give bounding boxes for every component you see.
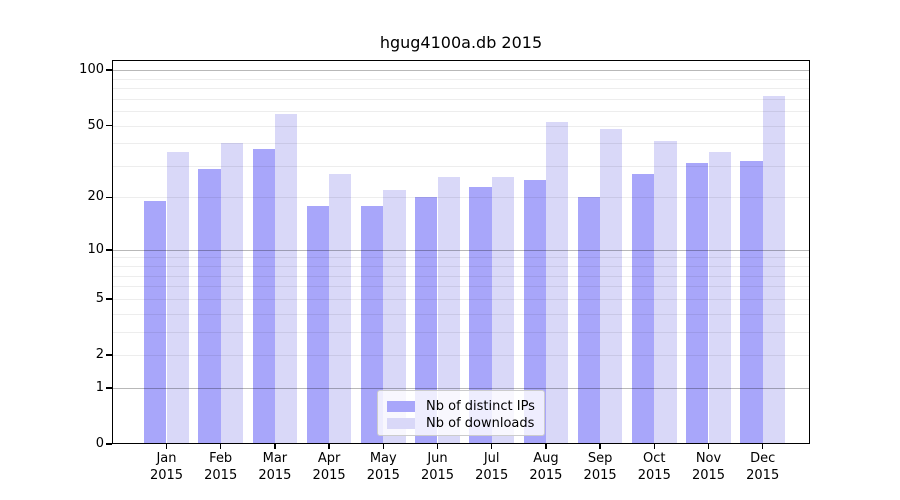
- x-tick-label-jul: Jul 2015: [460, 450, 524, 484]
- chart-title: hgug4100a.db 2015: [379, 33, 543, 52]
- x-tick-label-apr: Apr 2015: [297, 450, 361, 484]
- x-tick-label-feb: Feb 2015: [189, 450, 253, 484]
- x-tick-year-jun: 2015: [420, 468, 455, 483]
- x-tick-year-feb: 2015: [204, 468, 238, 483]
- y-tick-mark-10: [106, 249, 112, 251]
- bar-downloads-aug: [545, 122, 569, 444]
- gridline-minor-80: [112, 88, 810, 90]
- y-tick-mark-0: [106, 443, 112, 445]
- bar-downloads-apr: [329, 174, 352, 444]
- x-tick-label-oct: Oct 2015: [622, 450, 686, 484]
- x-tick-mark-oct: [653, 444, 656, 449]
- y-tick-mark-2: [106, 354, 112, 356]
- x-tick-year-may: 2015: [366, 468, 400, 483]
- bar-downloads-sep: [600, 128, 623, 444]
- x-tick-mark-jan: [165, 444, 168, 449]
- x-tick-label-mar: Mar 2015: [243, 450, 307, 484]
- x-tick-label-jan: Jan 2015: [135, 450, 199, 484]
- x-tick-year-sep: 2015: [583, 468, 617, 483]
- y-tick-mark-1: [106, 387, 112, 389]
- x-tick-year-oct: 2015: [637, 468, 671, 483]
- bar-ips-aug: [523, 180, 546, 444]
- y-tick-label-2: 2: [95, 347, 104, 362]
- plot-area: [112, 60, 810, 444]
- x-tick-label-sep: Sep 2015: [568, 450, 632, 484]
- bar-ips-sep: [577, 197, 601, 444]
- x-tick-year-aug: 2015: [529, 468, 563, 483]
- bar-ips-jun: [415, 197, 438, 444]
- legend: Nb of distinct IPs Nb of downloads: [377, 390, 545, 436]
- y-tick-label-50: 50: [87, 117, 104, 133]
- bar-downloads-dec: [762, 96, 786, 444]
- bar-ips-jan: [144, 201, 167, 444]
- bar-ips-feb: [198, 168, 221, 444]
- y-tick-label-1: 1: [95, 379, 104, 395]
- x-tick-mark-dec: [761, 444, 764, 449]
- legend-entry-downloads: Nb of downloads: [387, 415, 544, 431]
- gridline-minor-60: [112, 111, 810, 113]
- legend-entry-ips: Nb of distinct IPs: [387, 398, 544, 414]
- x-tick-year-dec: 2015: [746, 468, 780, 483]
- y-tick-mark-20: [106, 196, 112, 199]
- x-tick-year-apr: 2015: [312, 468, 346, 483]
- x-tick-mark-feb: [219, 444, 222, 449]
- legend-label-ips: Nb of distinct IPs: [426, 398, 535, 414]
- x-tick-mark-jun: [436, 444, 439, 449]
- bar-downloads-mar: [274, 113, 298, 444]
- bar-ips-dec: [740, 160, 763, 444]
- x-tick-label-dec: Dec 2015: [731, 450, 795, 484]
- bar-ips-apr: [306, 205, 330, 444]
- y-tick-mark-100: [106, 69, 112, 71]
- y-tick-label-10: 10: [87, 241, 104, 257]
- y-tick-label-0: 0: [95, 436, 104, 451]
- x-tick-mark-apr: [328, 444, 330, 449]
- x-tick-year-mar: 2015: [258, 468, 292, 483]
- bar-ips-jul: [469, 186, 492, 444]
- x-tick-year-nov: 2015: [691, 468, 726, 483]
- gridline-minor-40: [112, 143, 810, 145]
- x-tick-year-jan: 2015: [149, 468, 184, 483]
- x-tick-label-aug: Aug 2015: [514, 450, 578, 484]
- legend-swatch-ips: [387, 400, 415, 412]
- y-tick-mark-50: [106, 124, 112, 127]
- bar-ips-mar: [252, 149, 275, 444]
- legend-label-downloads: Nb of downloads: [426, 415, 535, 431]
- x-tick-label-may: May 2015: [351, 450, 415, 484]
- bar-downloads-jan: [166, 151, 189, 444]
- y-tick-label-100: 100: [79, 62, 104, 78]
- x-tick-mark-mar: [274, 444, 276, 449]
- gridline-minor-90: [112, 78, 810, 80]
- x-tick-year-jul: 2015: [475, 468, 509, 483]
- x-tick-mark-jul: [490, 444, 493, 449]
- gridline-minor-70: [112, 98, 810, 100]
- bar-ips-oct: [631, 174, 655, 444]
- x-tick-mark-sep: [599, 444, 601, 449]
- bar-downloads-jul: [491, 177, 515, 444]
- x-tick-mark-nov: [707, 444, 710, 449]
- y-tick-mark-5: [106, 298, 112, 300]
- bar-downloads-nov: [708, 151, 731, 444]
- x-tick-label-jun: Jun 2015: [406, 450, 470, 484]
- y-tick-label-20: 20: [87, 189, 104, 205]
- bar-ips-may: [360, 205, 384, 444]
- bar-downloads-oct: [654, 141, 677, 444]
- bar-downloads-may: [383, 190, 406, 444]
- x-tick-mark-aug: [545, 444, 547, 449]
- bar-downloads-feb: [220, 143, 244, 444]
- x-tick-label-nov: Nov 2015: [677, 450, 741, 484]
- legend-swatch-downloads: [387, 417, 415, 429]
- gridline-major-100: [112, 70, 810, 72]
- bar-ips-nov: [686, 163, 709, 444]
- y-tick-label-5: 5: [95, 290, 104, 306]
- bar-downloads-jun: [437, 177, 460, 444]
- gridline-minor-50: [112, 125, 810, 127]
- x-tick-mark-may: [382, 444, 385, 449]
